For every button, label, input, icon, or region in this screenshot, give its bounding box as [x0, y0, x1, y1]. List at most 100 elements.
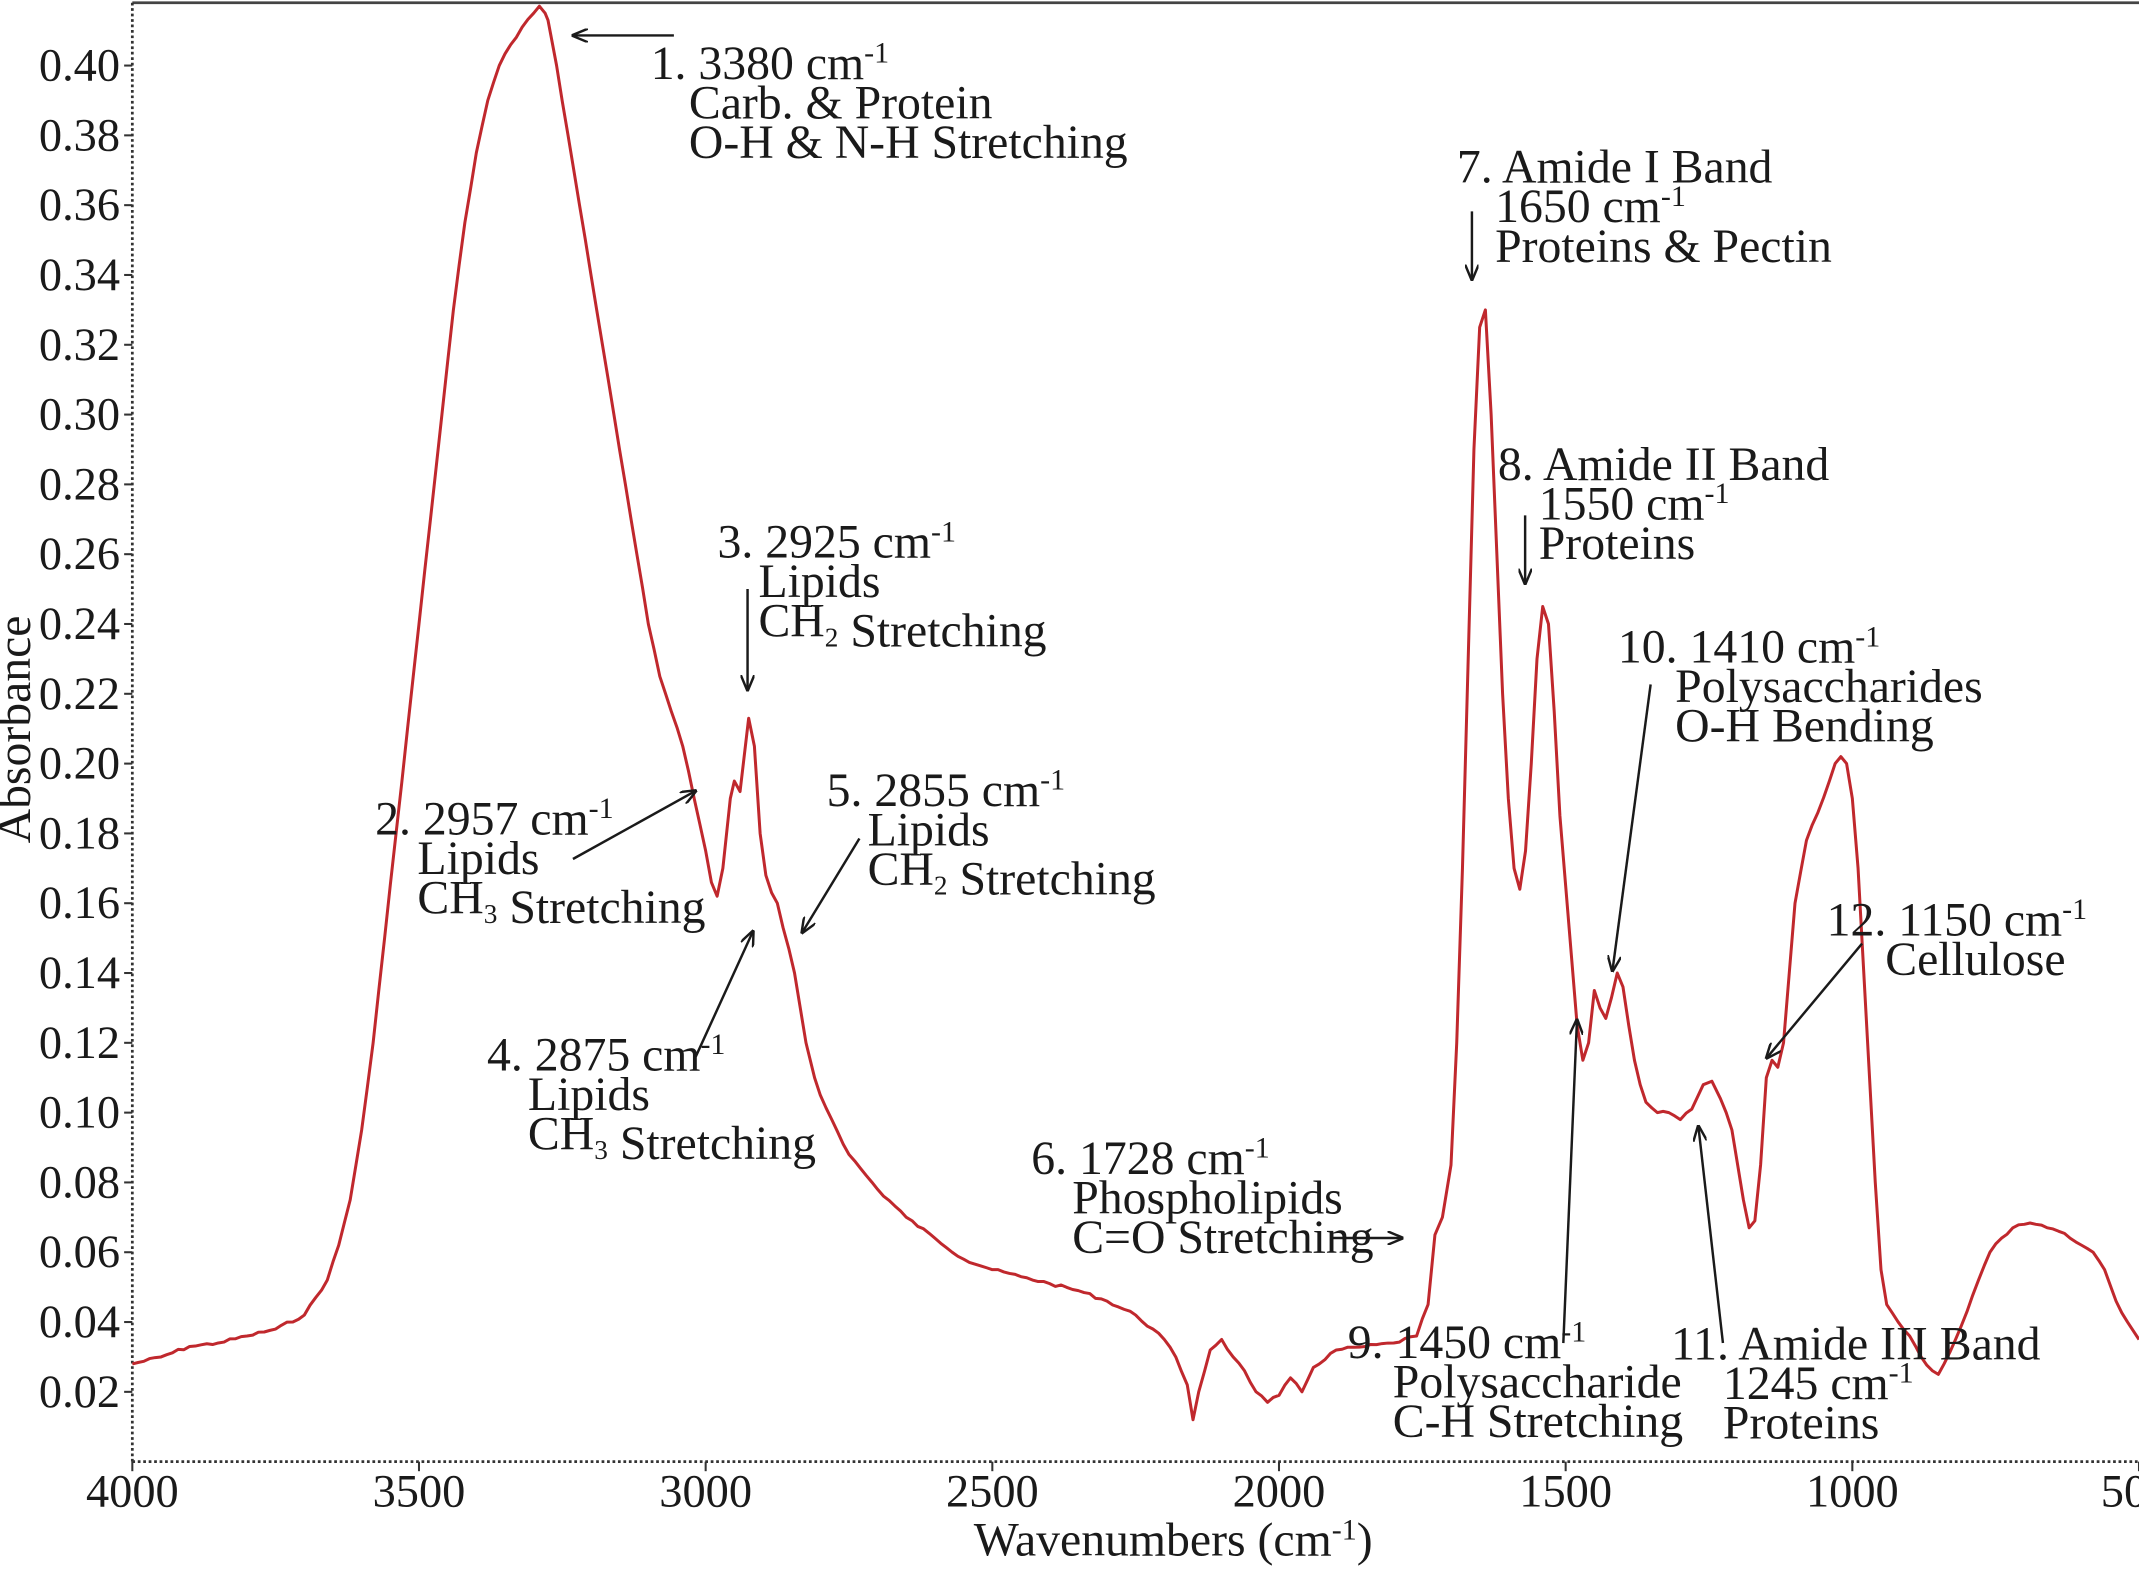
- annotation-line: CH3 Stretching: [528, 1107, 816, 1170]
- y-tick-label: 0.02: [39, 1367, 120, 1418]
- plot-frame: [130, 1, 2139, 1464]
- y-tick-label: 0.30: [39, 390, 120, 441]
- superscript: -1: [700, 1028, 725, 1061]
- axes: 4000 3500 3000 2500 2000 1500 1000 500 0.02 0.04 0…: [39, 41, 2139, 1518]
- annotation-text: O-H & N-H Stretching: [689, 116, 1128, 169]
- annotation-text: Carb. & Protein: [689, 77, 993, 130]
- series-layer: [131, 4, 2139, 1422]
- annotation-line: 6. 1728 cm-1: [1031, 1132, 1269, 1185]
- x-tick-label: 1000: [1806, 1467, 1899, 1518]
- annotation-text: Lipids: [758, 555, 880, 608]
- y-tick-label: 0.34: [39, 250, 120, 301]
- subscript: 3: [594, 1135, 608, 1165]
- annotation-line: O-H & N-H Stretching: [689, 116, 1128, 169]
- annotation-line: Cellulose: [1885, 933, 2065, 986]
- annotation-line: 9. 1450 cm-1: [1348, 1316, 1586, 1369]
- y-tick-label: 0.06: [39, 1227, 120, 1278]
- y-tick-label: 0.38: [39, 110, 120, 161]
- annotation-arrow: [1767, 942, 1864, 1059]
- annotation-line: 3. 2925 cm-1: [718, 515, 956, 568]
- annotation-text: Phospholipids: [1072, 1172, 1343, 1225]
- annotation-line: 8. Amide II Band: [1498, 438, 1830, 491]
- x-tick-label: 3000: [659, 1467, 752, 1518]
- annotation-line: 7. Amide I Band: [1457, 141, 1773, 194]
- x-tick-label: 3500: [373, 1467, 466, 1518]
- x-tick-label: 1500: [1519, 1467, 1612, 1518]
- annotation-arrow: [1612, 684, 1652, 970]
- annotation-text: 7. Amide I Band: [1457, 141, 1773, 194]
- superscript: -1: [1040, 763, 1065, 796]
- annotation-line: O-H Bending: [1675, 700, 1934, 753]
- superscript: -1: [1855, 620, 1880, 653]
- x-tick-label: 500: [2101, 1467, 2139, 1518]
- superscript: -1: [931, 515, 956, 548]
- annotation-arrow: [572, 791, 696, 861]
- annotation-line: Lipids: [758, 555, 880, 608]
- annotation-arrow: [1698, 1126, 1725, 1344]
- annotation-line: CH2 Stretching: [758, 595, 1046, 658]
- superscript: -1: [1889, 1357, 1914, 1390]
- annotation-line: 11. Amide III Band: [1671, 1317, 2041, 1370]
- annotation-text: 1550 cm: [1539, 477, 1705, 530]
- annotation-line: Lipids: [868, 803, 990, 856]
- annotation-line: 1245 cm-1: [1723, 1357, 1914, 1410]
- annotation-line: 12. 1150 cm-1: [1827, 893, 2088, 946]
- annotation-text: Cellulose: [1885, 933, 2065, 986]
- superscript: -1: [1704, 477, 1729, 510]
- annotation-text: Stretching: [948, 852, 1156, 905]
- annotation-line: 4. 2875 cm-1: [487, 1028, 725, 1081]
- x-axis-title: Wavenumbers (cm-1): [974, 1513, 1373, 1566]
- y-tick-label: 0.20: [39, 739, 120, 790]
- annotation-line: C=O Stretching: [1072, 1211, 1373, 1264]
- annotation-text: 11. Amide III Band: [1671, 1317, 2041, 1370]
- annotation-text: Stretching: [838, 604, 1046, 657]
- annotation-text: C=O Stretching: [1072, 1211, 1373, 1264]
- annotation-line: 1650 cm-1: [1495, 180, 1686, 233]
- y-tick-label: 0.24: [39, 599, 120, 650]
- annotation-line: CH3 Stretching: [417, 872, 705, 935]
- annotation-text: 5. 2855 cm: [827, 764, 1040, 817]
- annotation-text: O-H Bending: [1675, 700, 1934, 753]
- x-tick-label: 2500: [946, 1467, 1039, 1518]
- annotation-text: 6. 1728 cm: [1031, 1132, 1244, 1185]
- annotation-line: Phospholipids: [1072, 1172, 1343, 1225]
- annotation-text: Lipids: [868, 803, 990, 856]
- annotation-text: 8. Amide II Band: [1498, 438, 1830, 491]
- annotation-text: Polysaccharides: [1675, 660, 1983, 713]
- y-tick-label: 0.12: [39, 1018, 120, 1069]
- annotation-text: CH: [417, 872, 483, 925]
- annotation-arrow: [802, 837, 861, 933]
- y-tick-label: 0.32: [39, 320, 120, 371]
- annotation-line: Polysaccharide: [1393, 1356, 1682, 1409]
- superscript: -1: [864, 37, 889, 70]
- y-tick-label: 0.10: [39, 1088, 120, 1139]
- annotation-line: Polysaccharides: [1675, 660, 1983, 713]
- superscript: -1: [1561, 1316, 1586, 1349]
- superscript: -1: [1245, 1132, 1270, 1165]
- y-tick-label: 0.26: [39, 529, 120, 580]
- annotation-line: 1. 3380 cm-1: [651, 37, 889, 90]
- annotation-text: 12. 1150 cm: [1827, 893, 2063, 946]
- y-tick-label: 0.18: [39, 808, 120, 859]
- annotation-line: Proteins: [1539, 517, 1695, 570]
- y-tick-label: 0.40: [39, 41, 120, 92]
- x-tick-label: 4000: [86, 1467, 179, 1518]
- annotation-text: 1. 3380 cm: [651, 37, 864, 90]
- annotation-line: 1550 cm-1: [1539, 477, 1730, 530]
- annotation-text: 3. 2925 cm: [718, 516, 931, 569]
- y-tick-label: 0.08: [39, 1157, 120, 1208]
- x-tick-label: 2000: [1233, 1467, 1326, 1518]
- y-tick-label: 0.16: [39, 878, 120, 929]
- subscript: 2: [825, 622, 839, 652]
- y-axis-title: Absorbance: [0, 616, 41, 844]
- y-tick-label: 0.14: [39, 948, 120, 999]
